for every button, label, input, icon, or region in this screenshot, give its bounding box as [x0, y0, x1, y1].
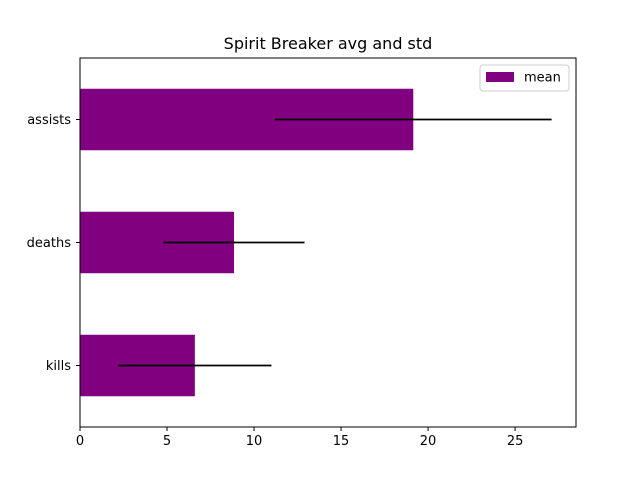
- y-tick-label-assists: assists: [27, 113, 71, 128]
- x-tick-label-25: 25: [507, 434, 524, 449]
- y-tick-label-deaths: deaths: [27, 236, 72, 251]
- plot-frame: [79, 57, 577, 428]
- legend-label-mean: mean: [524, 71, 561, 86]
- legend-swatch-mean: [486, 72, 514, 82]
- legend-box: [479, 64, 570, 92]
- x-tick-label-5: 5: [163, 434, 171, 449]
- legend: mean: [479, 64, 570, 92]
- x-tick-label-0: 0: [76, 434, 84, 449]
- x-tick-label-20: 20: [420, 434, 437, 449]
- x-tick-label-10: 10: [246, 434, 263, 449]
- y-tick-label-kills: kills: [46, 359, 71, 374]
- chart-title: Spirit Breaker avg and std: [224, 34, 433, 53]
- x-tick-label-15: 15: [333, 434, 350, 449]
- plot-area: kills deaths assists 0 5 10 15 20 25: [27, 88, 552, 449]
